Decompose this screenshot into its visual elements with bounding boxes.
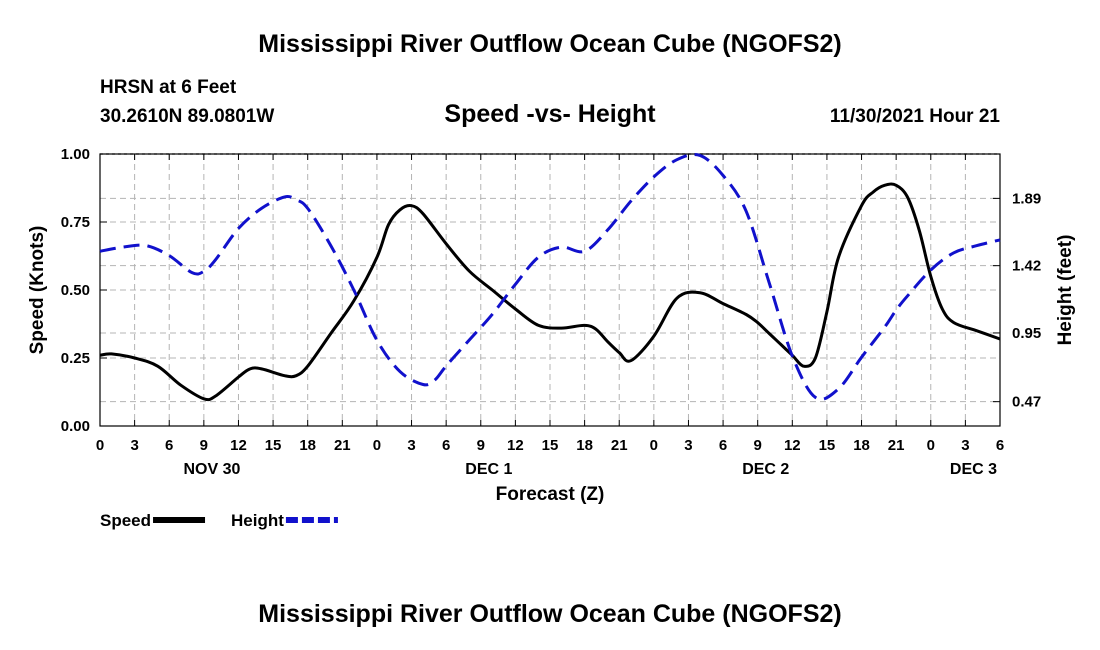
y-axis-title: Speed (Knots) (27, 226, 48, 355)
x-tick-label: 12 (507, 437, 524, 454)
x-tick-label: 0 (927, 437, 935, 454)
axis-ticks: 0 3 6 9 12 15 18 21 0 3 6 9 12 15 18 21 0 3 6 9 12 15 18 21 0 3 6 0… (61, 146, 1041, 454)
x-tick-label: 12 (784, 437, 801, 454)
x-tick-label: 15 (542, 437, 559, 454)
x-tick-label: 9 (477, 437, 485, 454)
y2-tick-label: 1.89 (1012, 190, 1041, 207)
x-tick-label: 6 (165, 437, 173, 454)
day-label: DEC 2 (742, 461, 789, 478)
x-tick-label: 21 (334, 437, 351, 454)
x-tick-label: 3 (961, 437, 969, 454)
legend-label-height: Height (231, 511, 284, 530)
x-tick-label: 0 (96, 437, 104, 454)
x-axis-title: Forecast (Z) (496, 484, 605, 505)
y-tick-label: 0.75 (61, 214, 90, 231)
day-label: NOV 30 (183, 461, 240, 478)
x-tick-label: 6 (996, 437, 1004, 454)
y-tick-label: 0.00 (61, 418, 90, 435)
x-tick-label: 18 (853, 437, 870, 454)
y-tick-label: 0.50 (61, 282, 90, 299)
x-tick-label: 6 (719, 437, 727, 454)
height-series-line (99, 152, 1001, 401)
x-tick-label: 0 (650, 437, 658, 454)
x-tick-label: 0 (373, 437, 381, 454)
day-label: DEC 3 (950, 461, 997, 478)
x-tick-label: 21 (611, 437, 628, 454)
speed-height-chart: 0 3 6 9 12 15 18 21 0 3 6 9 12 15 18 21 0 3 6 9 12 15 18 21 0 3 6 0… (27, 146, 1076, 530)
y2-axis-title: Height (feet) (1055, 235, 1076, 346)
y2-tick-label: 0.95 (1012, 325, 1041, 342)
y-tick-label: 1.00 (61, 146, 90, 163)
speed-series-line (99, 182, 1001, 402)
y2-tick-label: 1.42 (1012, 258, 1041, 275)
series-lines (99, 152, 1001, 402)
x-tick-label: 18 (299, 437, 316, 454)
legend-label-speed: Speed (100, 511, 151, 530)
station-label: HRSN at 6 Feet (100, 77, 237, 98)
x-tick-label: 9 (200, 437, 208, 454)
station-coords: 30.2610N 89.0801W (100, 106, 275, 127)
footer-title: Mississippi River Outflow Ocean Cube (NG… (258, 600, 842, 628)
axis-labels: NOV 30 DEC 1 DEC 2 DEC 3 Forecast (Z) Speed (… (27, 226, 1076, 505)
forecast-datetime: 11/30/2021 Hour 21 (829, 106, 1000, 127)
x-tick-label: 15 (819, 437, 836, 454)
y-tick-label: 0.25 (61, 350, 90, 367)
x-tick-label: 18 (576, 437, 593, 454)
x-tick-label: 3 (684, 437, 692, 454)
x-tick-label: 3 (407, 437, 415, 454)
x-tick-label: 6 (442, 437, 450, 454)
chart-subtitle: Speed -vs- Height (444, 100, 656, 128)
chart-title: Mississippi River Outflow Ocean Cube (NG… (258, 30, 842, 58)
grid-lines (100, 153, 1000, 426)
legend: Speed Height (100, 511, 338, 530)
y2-tick-label: 0.47 (1012, 394, 1041, 411)
x-tick-label: 12 (230, 437, 247, 454)
x-tick-label: 3 (130, 437, 138, 454)
day-label: DEC 1 (465, 461, 512, 478)
x-tick-label: 9 (754, 437, 762, 454)
x-tick-label: 15 (265, 437, 282, 454)
x-tick-label: 21 (888, 437, 905, 454)
